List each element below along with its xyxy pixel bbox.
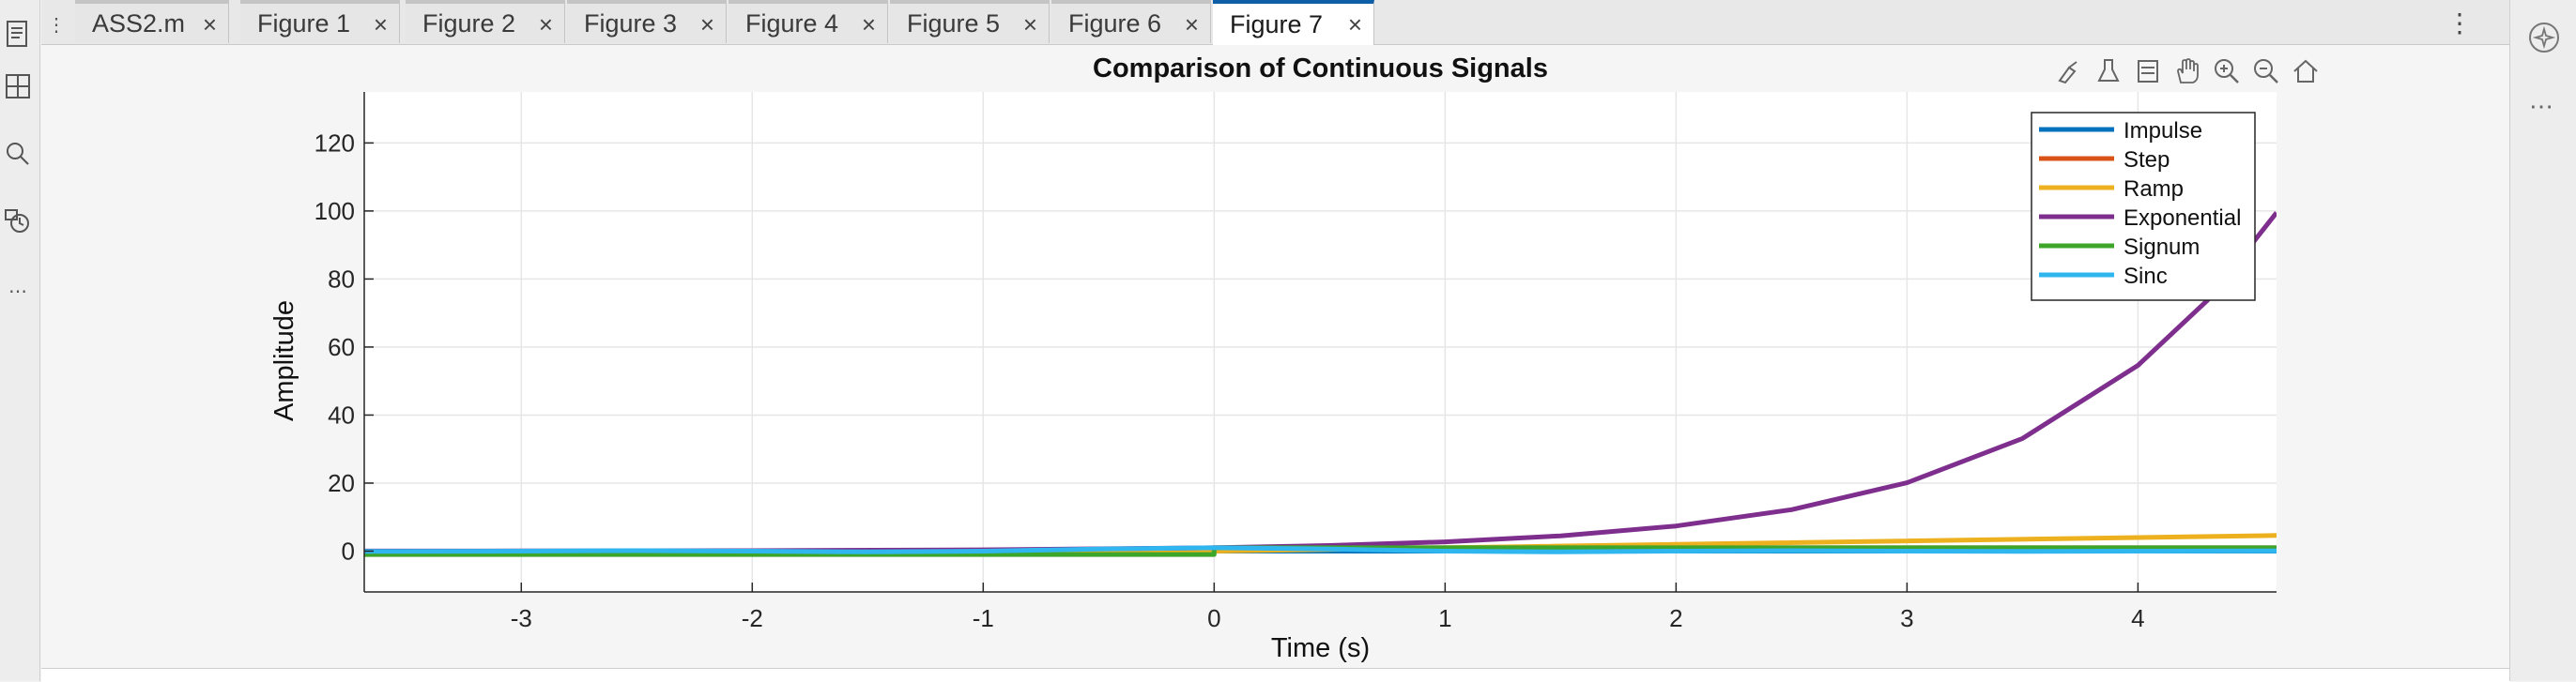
tab-ass2-m[interactable]: ASS2.m × [75,0,229,43]
tab-label: ASS2.m [92,8,186,38]
tab-label: Figure 3 [584,8,678,38]
chart-title: Comparison of Continuous Signals [1093,53,1548,83]
close-icon[interactable]: × [1347,10,1362,38]
insert-legend-icon[interactable] [2129,53,2167,90]
main-area: ⋮ ASS2.m × Figure 1 × Figure 2 × Figure 3 × Figu… [41,0,2510,682]
close-icon[interactable]: × [538,10,553,38]
x-tick-label: 0 [1207,604,1220,632]
tab-label: Figure 2 [422,8,516,38]
y-tick-label: 20 [328,469,355,497]
layout-grid-icon[interactable] [0,68,36,105]
tab-figure-6[interactable]: Figure 6 × [1051,0,1211,43]
close-icon[interactable]: × [1184,10,1199,38]
y-tick-label: 0 [342,537,355,565]
more-icon[interactable]: ⋯ [8,280,27,302]
y-tick-label: 120 [314,129,355,157]
tab-label: Figure 1 [257,8,351,38]
status-bar [41,668,2510,682]
right-tool-rail: ⋯ [2509,0,2576,681]
copilot-icon[interactable] [2527,21,2561,54]
figure-canvas: -3 -2 -1 0 1 2 3 4 0 20 40 60 80 100 120 Comparison of … [41,45,2510,668]
legend-entry: Impulse [2124,118,2202,144]
close-icon[interactable]: × [373,10,388,38]
tab-figure-3[interactable]: Figure 3 × [567,0,727,43]
legend-box[interactable] [2031,112,2256,301]
left-tool-rail: ⋯ [0,0,40,681]
tab-menu-icon[interactable]: ⋮ [2446,8,2473,38]
axes-toolbar [2050,53,2324,90]
x-axis-label: Time (s) [1271,633,1370,663]
legend-entry: Step [2124,147,2170,173]
data-tips-icon[interactable] [2090,53,2127,90]
history-icon[interactable] [0,203,36,240]
y-tick-label: 80 [328,265,355,293]
x-tick-label: -1 [973,604,994,632]
legend-entry: Exponential [2124,205,2241,231]
tab-label: Figure 7 [1230,9,1324,38]
x-tick-label: -3 [511,604,532,632]
y-tick-label: 40 [328,401,355,429]
tab-figure-5[interactable]: Figure 5 × [890,0,1050,43]
y-axis-label: Amplitude [269,300,299,421]
close-icon[interactable]: × [1022,10,1037,38]
tab-bar: ⋮ ASS2.m × Figure 1 × Figure 2 × Figure 3 × Figu… [41,0,2510,45]
y-tick-label: 60 [328,333,355,361]
series-line-sinc [364,545,2277,554]
tab-label: Figure 5 [907,8,1001,38]
series-line-signum [364,545,2277,557]
close-icon[interactable]: × [699,10,714,38]
tab-label: Figure 6 [1068,8,1162,38]
x-tick-label: -2 [742,604,763,632]
zoom-out-icon[interactable] [2247,53,2285,90]
search-icon[interactable] [0,135,36,173]
tab-figure-1[interactable]: Figure 1 × [240,0,400,43]
legend-entry: Signum [2124,235,2200,260]
x-tick-label: 2 [1669,604,1682,632]
tab-label: Figure 4 [745,8,839,38]
tab-figure-2[interactable]: Figure 2 × [406,0,565,43]
y-tick-label: 100 [314,197,355,225]
x-tick-label: 3 [1900,604,1913,632]
home-icon[interactable] [2287,53,2324,90]
close-icon[interactable]: × [202,10,217,38]
more-icon[interactable]: ⋯ [2529,92,2553,120]
zoom-in-icon[interactable] [2208,53,2246,90]
x-tick-label: 1 [1438,604,1451,632]
brush-icon[interactable] [2050,53,2088,90]
tab-figure-7[interactable]: Figure 7 × [1213,0,1374,45]
tab-figure-4[interactable]: Figure 4 × [728,0,888,43]
close-icon[interactable]: × [861,10,876,38]
pan-icon[interactable] [2169,53,2206,90]
tab-grip-icon[interactable]: ⋮ [47,15,66,36]
legend-entry: Ramp [2124,176,2184,202]
legend-entry: Sinc [2124,264,2168,289]
plot-area [364,92,2277,592]
x-tick-label: 4 [2131,604,2144,632]
document-icon[interactable] [0,15,36,53]
